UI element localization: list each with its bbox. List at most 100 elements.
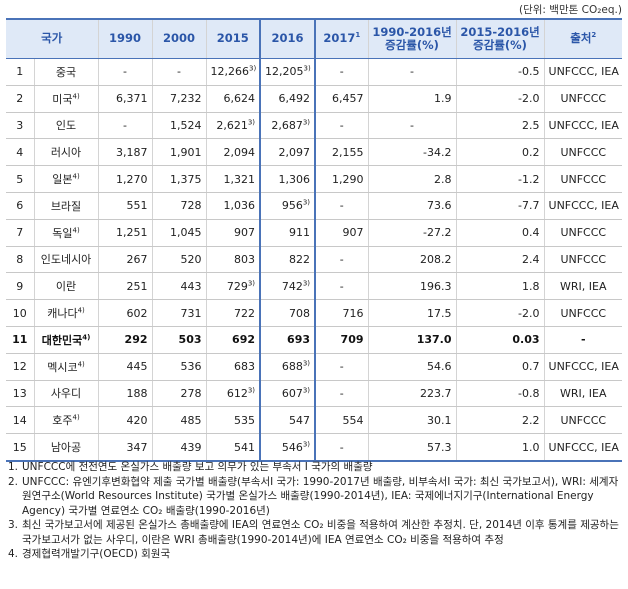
country-name: 독일4) (33, 219, 99, 247)
change-1990-2016: 2.8 (367, 165, 457, 193)
footnote-text: UNFCCC: 유엔기후변화협약 제출 국가별 배출량(부속서I 국가: 199… (22, 475, 619, 517)
value-2017: 6,457 (314, 85, 369, 113)
value-2015: 535 (205, 406, 261, 435)
country-name: 남아공 (33, 433, 99, 462)
value-2015: 1,321 (205, 165, 261, 193)
row-number: 11 (6, 326, 34, 354)
value-2016: 6073) (259, 380, 317, 408)
value-2000: 1,045 (151, 219, 207, 247)
value-2015: 692 (205, 326, 261, 354)
value-1990: 267 (97, 246, 153, 274)
value-2000: 443 (151, 272, 207, 301)
value-2015: 6,624 (205, 85, 261, 113)
country-name: 중국 (33, 58, 99, 86)
value-2016: 5463) (259, 433, 317, 462)
change-1990-2016: 223.7 (367, 380, 457, 408)
header-change-1990-2016: 1990-2016년 증감률(%) (367, 18, 457, 59)
value-1990: 602 (97, 299, 153, 327)
country-name: 사우디 (33, 380, 99, 408)
change-2015-2016: 2.4 (455, 246, 545, 274)
table-row: 13 사우디 188 278 6123) 6073) -223.7 -0.8 WRI, IEA (6, 380, 623, 408)
value-2016: 2,097 (259, 138, 317, 167)
value-1990: 347 (97, 433, 153, 462)
value-2017: 2,155 (314, 138, 369, 167)
value-2017: - (314, 112, 369, 140)
change-2015-2016: -2.0 (455, 85, 545, 113)
footnote-item: 2. UNFCCC: 유엔기후변화협약 제출 국가별 배출량(부속서I 국가: 1… (8, 475, 620, 519)
value-1990: 551 (97, 192, 153, 220)
value-2000: 485 (151, 406, 207, 435)
row-number: 13 (6, 380, 34, 408)
value-2015: 683 (205, 353, 261, 381)
row-number: 2 (6, 85, 34, 113)
change-1990-2016: 137.0 (367, 326, 457, 354)
source: UNFCCC (543, 219, 623, 247)
value-2000: 536 (151, 353, 207, 381)
footnotes: 1. UNFCCC에 전전연도 온실가스 배출량 보고 의무가 있는 부속서 I … (8, 460, 620, 562)
source: UNFCCC (543, 165, 623, 193)
value-2016: 547 (259, 406, 317, 435)
table-row: 6 브라질 551 728 1,036 9563) -73.6 -7.7 UNFCCC, IEA (6, 192, 623, 220)
value-2000: 503 (151, 326, 207, 354)
value-2016: 6,492 (259, 85, 317, 113)
change-2015-2016: 2.2 (455, 406, 545, 435)
table-row: 14 호주4) 420 485 535 547 554 30.1 2.2 UNFCCC (6, 406, 623, 435)
footnote-item: 1. UNFCCC에 전전연도 온실가스 배출량 보고 의무가 있는 부속서 I … (8, 460, 620, 475)
value-2000: 731 (151, 299, 207, 327)
change-1990-2016: 73.6 (367, 192, 457, 220)
change-1990-2016: 196.3 (367, 272, 457, 301)
value-2017: - (314, 272, 369, 301)
country-name: 이란 (33, 272, 99, 301)
footnote-item: 4. 경제협력개발기구(OECD) 회원국 (8, 547, 620, 562)
change-1990-2016: 1.9 (367, 85, 457, 113)
value-2015: 7293) (205, 272, 261, 301)
country-name: 일본4) (33, 165, 99, 193)
footnote-text: 경제협력개발기구(OECD) 회원국 (22, 548, 171, 560)
value-2016: 1,306 (259, 165, 317, 193)
value-2016: 7423) (259, 272, 317, 301)
table-row: 8 인도네시아 267 520 803 822-208.2 2.4 UNFCCC (6, 246, 623, 274)
value-2017: - (314, 353, 369, 381)
country-name: 미국4) (33, 85, 99, 113)
table-row: 1 중국 - -12,2663) 12,2053) - - -0.5 UNFCCC, IEA (6, 58, 623, 86)
country-name: 인도네시아 (33, 246, 99, 274)
row-number: 1 (6, 58, 34, 86)
value-2016: 911 (259, 219, 317, 247)
header-source: 출처2 (543, 18, 623, 59)
source: WRI, IEA (543, 272, 623, 301)
value-2000: 1,524 (151, 112, 207, 140)
source: UNFCCC (543, 138, 623, 167)
value-2000: 1,901 (151, 138, 207, 167)
table-row: 5 일본4) 1,270 1,375 1,321 1,306 1,290 2.8 -1.2 UNF… (6, 165, 623, 193)
change-2015-2016: 0.03 (455, 326, 545, 354)
footnote-number: 4. (8, 548, 19, 560)
value-2016: 693 (259, 326, 317, 354)
footnote-number: 1. (8, 461, 19, 473)
value-2015: 6123) (205, 380, 261, 408)
row-number: 8 (6, 246, 34, 274)
country-name: 호주4) (33, 406, 99, 435)
emissions-table: 국가 1990 2000 2015 2016 20171 1990-2016년 증… (6, 18, 623, 462)
value-2016: 2,6873) (259, 112, 317, 140)
change-2015-2016: 0.7 (455, 353, 545, 381)
value-2000: 520 (151, 246, 207, 274)
country-name: 인도 (33, 112, 99, 140)
value-2000: 7,232 (151, 85, 207, 113)
value-1990: 188 (97, 380, 153, 408)
source: WRI, IEA (543, 380, 623, 408)
country-name: 캐나다4) (33, 299, 99, 327)
table-row: 3 인도 -1,524 2,6213) 2,6873) - -2.5 UNFCCC, IEA (6, 112, 623, 140)
value-2000: 439 (151, 433, 207, 462)
value-2017: - (314, 192, 369, 220)
value-2000: - (151, 58, 207, 86)
header-2016: 2016 (259, 18, 317, 59)
change-2015-2016: 0.4 (455, 219, 545, 247)
change-1990-2016: -34.2 (367, 138, 457, 167)
change-1990-2016: 208.2 (367, 246, 457, 274)
value-2015: 803 (205, 246, 261, 274)
value-2000: 728 (151, 192, 207, 220)
value-2015: 541 (205, 433, 261, 462)
value-2000: 278 (151, 380, 207, 408)
change-2015-2016: 0.2 (455, 138, 545, 167)
value-1990: 445 (97, 353, 153, 381)
